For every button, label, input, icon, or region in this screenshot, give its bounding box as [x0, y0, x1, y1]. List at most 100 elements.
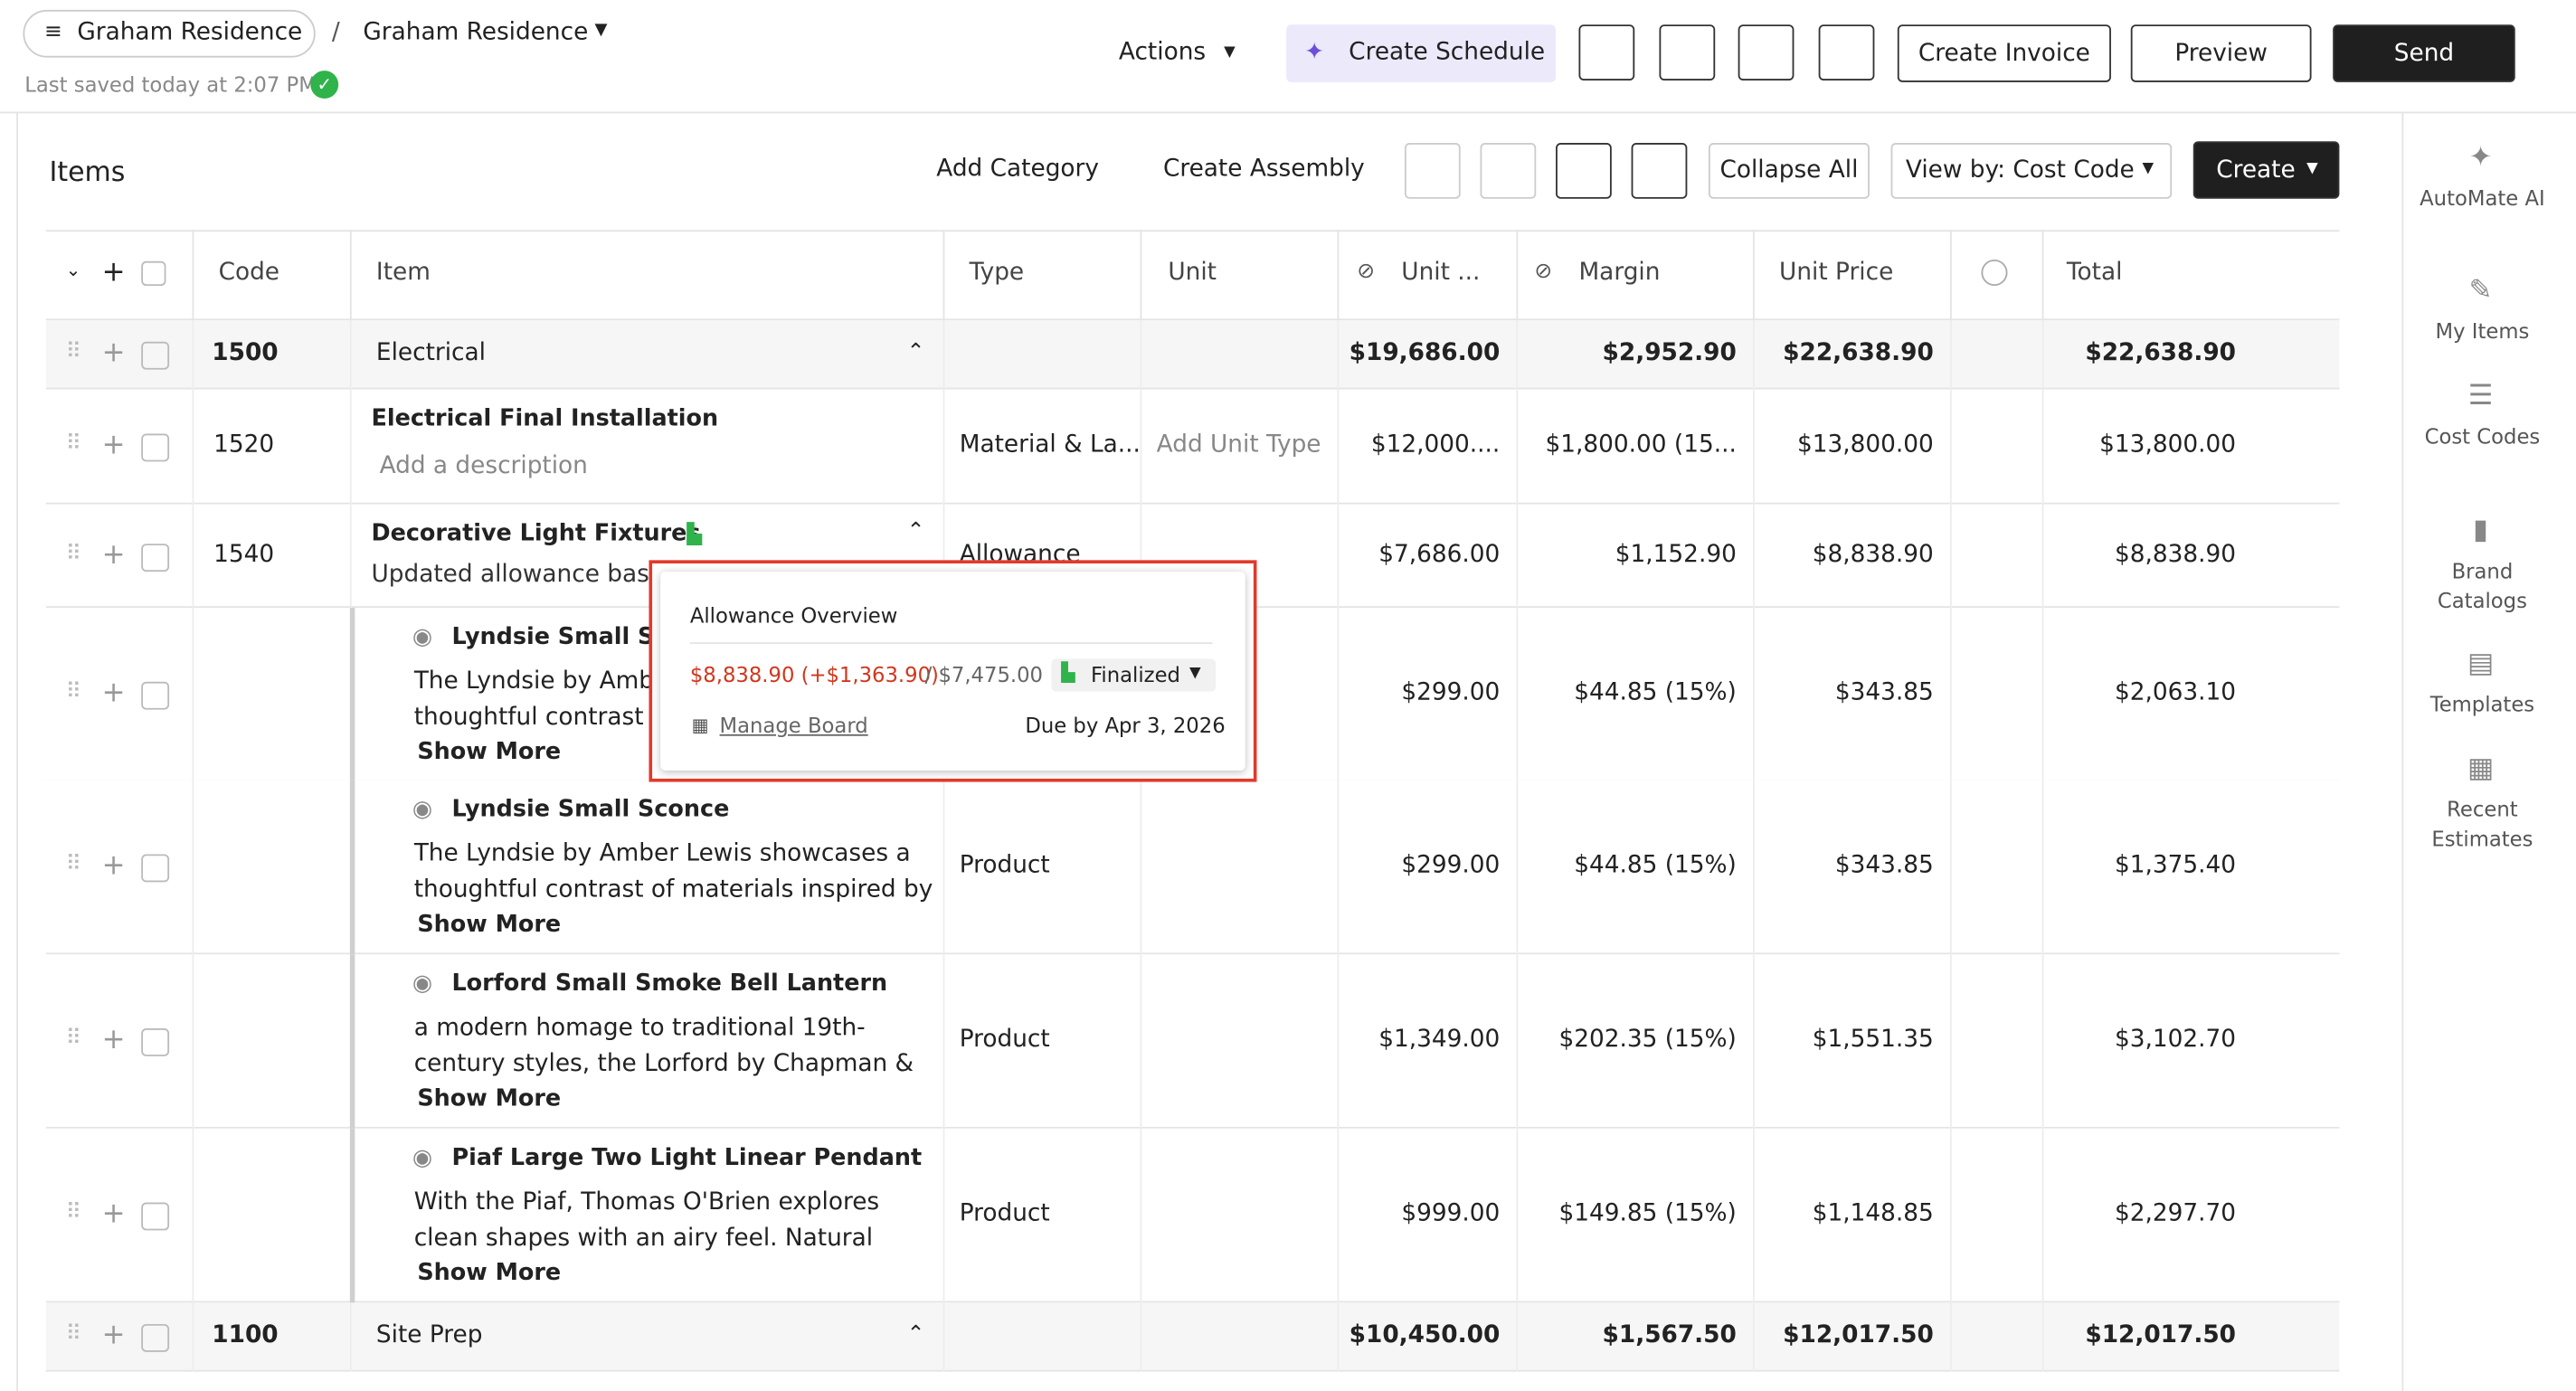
select-all[interactable] [141, 260, 166, 287]
show-more[interactable]: Show More [417, 1085, 562, 1112]
download-button[interactable] [1738, 24, 1795, 80]
sidebar-item[interactable]: Cost Codes [2424, 423, 2541, 449]
drag-handle[interactable]: ⠿ [65, 431, 81, 457]
allowance-budget: / $7,475.00 [924, 661, 1044, 687]
show-more[interactable]: Show More [417, 912, 562, 939]
add-icon[interactable]: + [101, 1023, 126, 1056]
code: 1500 [212, 339, 279, 367]
row-checkbox[interactable] [141, 433, 170, 462]
add-category-button[interactable]: Add Category [936, 156, 1099, 183]
drag-handle[interactable]: ⠿ [65, 1027, 81, 1052]
sidebar-icon[interactable]: ☰ [2467, 379, 2494, 412]
unit-price: $8,838.90 [1812, 541, 1934, 568]
table-row [45, 1128, 2340, 1303]
column-divider [1516, 230, 1519, 321]
column-divider [1337, 608, 1340, 782]
sidebar-item[interactable]: Templates [2429, 691, 2535, 716]
item-description: a modern homage to traditional 19th-cent… [413, 1015, 914, 1078]
row-checkbox[interactable] [141, 681, 170, 710]
drag-handle[interactable]: ⠿ [65, 1200, 81, 1225]
sidebar-item[interactable]: Brand Catalogs [2437, 558, 2527, 613]
sort-button[interactable] [1631, 143, 1688, 199]
unit-cost: $999.00 [1401, 1200, 1501, 1227]
sidebar-icon[interactable]: ▤ [2467, 647, 2495, 680]
line-height-button[interactable] [1556, 143, 1612, 199]
comment-button[interactable] [1578, 24, 1635, 80]
drag-handle[interactable]: ⠿ [65, 541, 81, 566]
row-checkbox[interactable] [141, 543, 170, 572]
show-more[interactable]: Show More [417, 739, 562, 766]
total: $13,800.00 [2099, 431, 2236, 459]
add-icon[interactable]: + [101, 677, 126, 710]
view-by-select[interactable]: View by: Cost Code [1890, 143, 2173, 199]
total: $22,638.90 [2085, 339, 2236, 367]
column-divider [1140, 954, 1142, 1129]
sidebar-item[interactable]: Recent Estimates [2431, 796, 2533, 851]
redo-button[interactable] [1480, 143, 1537, 199]
unit-cost: $12,000.... [1370, 431, 1501, 459]
breadcrumb-current[interactable]: Graham Residence [363, 19, 589, 46]
row-checkbox[interactable] [141, 1028, 170, 1056]
drag-handle[interactable]: ⠿ [65, 1322, 81, 1348]
unit-price: $1,551.35 [1812, 1027, 1934, 1054]
row-checkbox[interactable] [141, 854, 170, 883]
breadcrumb-root[interactable]: Graham Residence [77, 19, 303, 46]
sidebar-icon[interactable]: ✦ [2468, 141, 2493, 175]
add-icon[interactable]: + [101, 1197, 126, 1231]
column-divider [1949, 608, 1952, 782]
breadcrumb-pill[interactable] [23, 9, 316, 58]
create-assembly-button[interactable]: Create Assembly [1162, 156, 1365, 183]
add-column[interactable] [1981, 259, 2008, 287]
create-schedule-button[interactable] [1286, 24, 1557, 82]
caret: ▼ [1189, 665, 1201, 682]
panel-border [16, 111, 18, 1391]
create-schedule-label: Create Schedule [1349, 39, 1546, 66]
collapse-all-button[interactable]: Collapse All [1708, 143, 1870, 199]
hidden-icon: ⊘ [1534, 259, 1553, 285]
add-icon[interactable]: + [101, 849, 126, 883]
allowance-icon[interactable]: ▙ [687, 522, 702, 546]
collapse-caret[interactable]: ⌃ [906, 518, 925, 544]
column-divider [1949, 1302, 1952, 1372]
unit-cost: $1,349.00 [1378, 1027, 1501, 1054]
sidebar-item[interactable]: AutoMate AI [2420, 185, 2545, 211]
manage-board-link[interactable]: Manage Board [719, 713, 868, 738]
sidebar-item[interactable]: My Items [2435, 318, 2530, 344]
add-icon[interactable]: + [101, 336, 126, 370]
create-button[interactable]: Create [2192, 141, 2340, 199]
add-icon[interactable]: + [101, 429, 126, 462]
column-divider [192, 608, 194, 782]
row-checkbox[interactable] [141, 341, 170, 370]
show-more[interactable]: Show More [417, 1260, 562, 1287]
column-divider [1949, 504, 1952, 609]
undo-button[interactable] [1404, 143, 1461, 199]
preview-button[interactable]: Preview [2130, 24, 2312, 82]
sidebar-icon[interactable]: ✎ [2468, 274, 2493, 308]
column-header: Item [375, 259, 431, 287]
item-name: Decorative Light Fixtures [371, 520, 701, 547]
send-button[interactable]: Send [2333, 24, 2515, 82]
sidebar-icon[interactable]: ▮ [2473, 514, 2489, 547]
sidebar-icon[interactable]: ▦ [2467, 752, 2495, 786]
drag-handle[interactable]: ⠿ [65, 852, 81, 877]
drag-handle[interactable]: ⠿ [65, 679, 81, 705]
code: 1540 [213, 541, 275, 568]
actions-button[interactable]: Actions [1118, 39, 1207, 66]
column-divider [942, 320, 945, 390]
create-invoice-button[interactable]: Create Invoice [1897, 24, 2111, 82]
add-icon[interactable]: + [101, 537, 126, 572]
type: Product [959, 1200, 1050, 1227]
row-checkbox[interactable] [141, 1202, 170, 1231]
collapse-caret[interactable]: ⌃ [906, 339, 925, 365]
link-button[interactable] [1818, 24, 1875, 80]
drag-handle[interactable]: ⠿ [65, 339, 81, 365]
unit-price: $22,638.90 [1783, 339, 1934, 367]
collapse-caret[interactable]: ⌃ [906, 1322, 925, 1348]
row-checkbox[interactable] [141, 1323, 170, 1352]
lightning-button[interactable] [1659, 24, 1716, 80]
status-select[interactable] [1051, 658, 1217, 692]
margin: $44.85 (15%) [1574, 679, 1737, 707]
eye-icon: ◉ [412, 970, 433, 998]
column-divider [1516, 608, 1519, 782]
add-icon[interactable]: + [101, 1319, 126, 1352]
